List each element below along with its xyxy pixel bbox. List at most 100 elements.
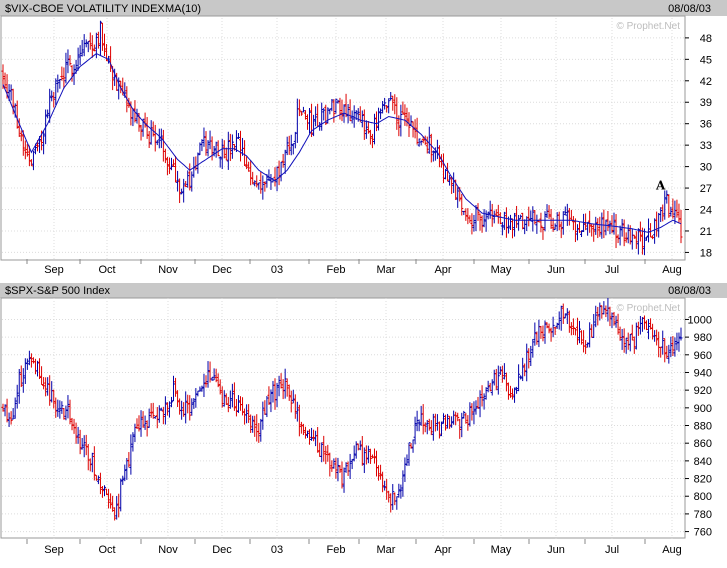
spx-ohlc-bar [279, 373, 283, 389]
vix-ohlc-bar [336, 99, 340, 104]
spx-ohlc-bar [444, 414, 448, 431]
vix-ohlc-bar [608, 220, 612, 235]
spx-ohlc-bar [405, 454, 409, 467]
spx-ohlc-bar [29, 353, 33, 368]
spx-ohlc-bar [604, 305, 608, 318]
vix-ohlc-bar [640, 227, 644, 255]
spx-ohlc-bar [511, 388, 515, 400]
vix-ohlc-bar [575, 224, 579, 241]
spx-ohlc-bar [139, 410, 143, 437]
vix-x-tick-label: Mar [377, 264, 396, 276]
vix-ohlc-bar [25, 144, 29, 157]
vix-ohlc-bar [632, 234, 636, 239]
vix-ohlc-bar [31, 150, 35, 171]
vix-ohlc-bar [281, 153, 285, 168]
vix-ohlc-bar [377, 107, 381, 131]
vix-ohlc-bar [651, 235, 655, 240]
spx-ohlc-bar [360, 436, 364, 466]
spx-ohlc-bar [88, 458, 92, 472]
spx-ohlc-bar [13, 397, 17, 419]
spx-ohlc-bar [502, 363, 506, 380]
spx-ohlc-bar [578, 320, 582, 344]
spx-ohlc-bar [295, 401, 299, 422]
vix-plot-frame [0, 15, 686, 261]
vix-ohlc-bar [178, 178, 182, 204]
spx-ohlc-bar [395, 496, 399, 510]
vix-ohlc-bar [456, 187, 460, 208]
spx-ohlc-bar [628, 334, 632, 352]
spx-y-tick-label: 800 [694, 491, 712, 503]
vix-ohlc-bar [508, 214, 512, 231]
vix-grid [2, 18, 684, 259]
vix-ohlc-bar [342, 104, 346, 123]
spx-ohlc-bar [218, 379, 222, 395]
spx-ohlc-bar [632, 336, 636, 354]
vix-ohlc-bar [326, 107, 330, 124]
spx-ohlc-bar [661, 330, 665, 355]
vix-ohlc-bar [299, 110, 303, 116]
spx-x-tick-label: Jul [605, 544, 619, 556]
spx-x-tick-label: Dec [212, 544, 232, 556]
spx-ohlc-bar [553, 326, 557, 335]
vix-ohlc-bar [320, 102, 324, 131]
spx-ohlc-bar [468, 402, 472, 427]
spx-ohlc-bar [310, 427, 314, 441]
spx-ohlc-bar [165, 402, 169, 416]
vix-x-tick-label: Jun [547, 264, 565, 276]
spx-ohlc-bar [350, 459, 354, 470]
spx-header-bar [0, 283, 727, 298]
vix-ohlc-bar [52, 91, 56, 108]
spx-ohlc-bar [174, 377, 178, 397]
spx-y-tick-label: 860 [694, 438, 712, 450]
vix-ohlc-bar [157, 128, 161, 149]
vix-y-tick-label: 18 [700, 247, 712, 259]
vix-date: 08/08/03 [668, 3, 711, 15]
spx-ohlc-bar [523, 363, 527, 377]
vix-ohlc-bar [360, 110, 364, 128]
vix-ohlc-bar [291, 143, 295, 155]
spx-x-tick-label: Mar [377, 544, 396, 556]
vix-ohlc-bar [661, 204, 665, 222]
spx-ohlc-bar [9, 411, 13, 425]
spx-ohlc-bar [21, 368, 25, 393]
vix-ohlc-bar [340, 99, 344, 122]
spx-ohlc-bar [326, 444, 330, 462]
vix-ohlc-bar [419, 140, 423, 146]
spx-ohlc-bar [259, 418, 263, 442]
spx-x-tick-label: Nov [158, 544, 178, 556]
vix-x-tick-label: Apr [434, 264, 451, 276]
spx-ohlc-bar [565, 308, 569, 324]
spx-ohlc-bar [312, 429, 316, 442]
spx-ohlc-bar [663, 338, 667, 363]
vix-ohlc-bar [96, 31, 100, 49]
vix-ohlc-bar [92, 44, 96, 52]
vix-x-tick-label: May [491, 264, 512, 276]
spx-ohlc-bar [74, 422, 78, 444]
spx-ohlc-bar [267, 386, 271, 405]
spx-ohlc-bar [594, 305, 598, 328]
spx-ohlc-bar [411, 439, 415, 453]
spx-ohlc-bar [547, 323, 551, 334]
spx-ohlc-bar [336, 457, 340, 482]
spx-ohlc-bar [563, 313, 567, 319]
vix-ohlc-bar [287, 135, 291, 155]
vix-ohlc-bar [389, 91, 393, 101]
spx-ohlc-bar [592, 313, 596, 338]
vix-ohlc-bar [675, 199, 679, 218]
spx-ohlc-bar [265, 396, 269, 418]
vix-ohlc-bar [174, 155, 178, 183]
spx-ohlc-bar [531, 338, 535, 358]
spx-ohlc-bar [381, 471, 385, 493]
spx-ohlc-bar [624, 337, 628, 354]
spx-ohlc-bar [210, 376, 214, 381]
vix-ohlc-bar [636, 228, 640, 255]
spx-ohlc-bar [677, 332, 681, 352]
vix-ohlc-bar [56, 74, 60, 93]
spx-ohlc-bar [121, 475, 125, 485]
vix-ohlc-bar [405, 107, 409, 127]
spx-ohlc-bar [200, 385, 204, 392]
vix-ohlc-bar [29, 159, 33, 167]
spx-ohlc-bar [297, 404, 301, 437]
spx-ohlc-bar [324, 445, 328, 465]
